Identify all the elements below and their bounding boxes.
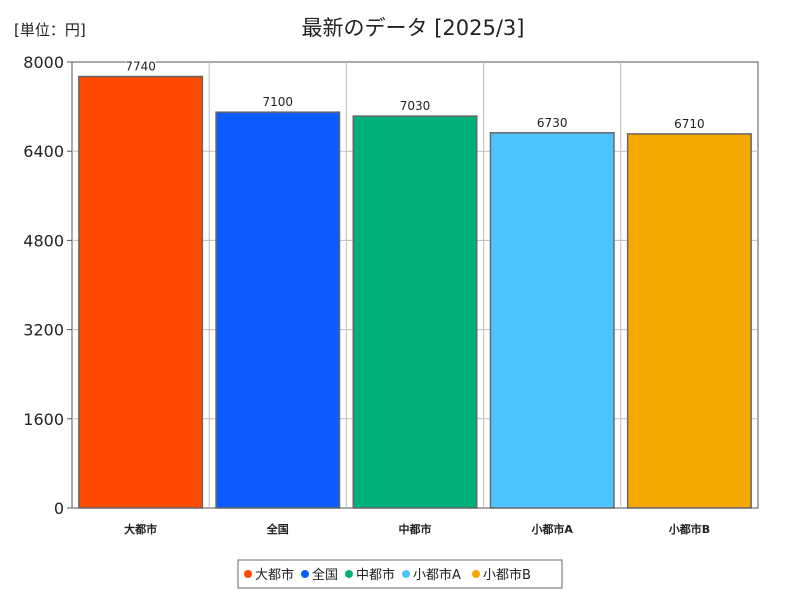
x-tick-label: 全国 <box>266 522 289 536</box>
x-tick-label: 中都市 <box>399 522 432 536</box>
legend-marker <box>345 570 353 578</box>
legend-marker <box>244 570 252 578</box>
legend-label: 小都市A <box>413 567 461 583</box>
data-label: 6710 <box>674 117 705 131</box>
legend-label: 小都市B <box>483 567 531 583</box>
y-axis: 0 1600 3200 4800 6400 8000 <box>23 53 72 518</box>
bar <box>352 115 478 509</box>
legend-entries: 大都市 全国 中都市 小都市A 小都市B <box>244 567 531 583</box>
data-label-bg <box>262 95 293 109</box>
bar <box>489 132 615 509</box>
y-tick-label: 4800 <box>23 231 64 250</box>
x-tick-label: 小都市B <box>668 522 710 536</box>
data-label: 7740 <box>125 59 156 73</box>
data-label: 7100 <box>263 95 294 109</box>
legend-label: 全国 <box>312 567 338 583</box>
bars <box>78 75 752 509</box>
data-label-bg <box>400 99 430 113</box>
data-label-bg <box>537 115 568 129</box>
legend-marker <box>472 570 480 578</box>
data-label-bg <box>125 59 156 73</box>
x-tick-label: 大都市 <box>124 522 157 536</box>
data-labels: 7740 7100 7030 6730 6710 <box>125 59 705 131</box>
y-tick-label: 8000 <box>23 53 64 72</box>
chart-title: 最新のデータ [2025/3] <box>302 16 525 40</box>
x-axis: 大都市 全国 中都市 小都市A 小都市B <box>124 522 710 536</box>
unit-label: [単位：円] <box>14 21 86 39</box>
data-label-bg <box>674 116 705 130</box>
y-tick-label: 3200 <box>23 321 64 340</box>
legend-marker <box>402 570 410 578</box>
data-label: 7030 <box>400 99 431 113</box>
legend-label: 大都市 <box>255 567 294 583</box>
legend <box>237 559 563 589</box>
legend-label: 中都市 <box>356 567 395 583</box>
x-tick-label: 小都市A <box>530 522 573 536</box>
bar <box>78 75 204 509</box>
y-tick-label: 1600 <box>23 410 64 429</box>
y-tick-label: 6400 <box>23 142 64 161</box>
legend-marker <box>301 570 309 578</box>
y-tick-label: 0 <box>54 499 64 518</box>
data-label: 6730 <box>537 116 568 130</box>
bar <box>626 133 752 509</box>
bar <box>215 111 341 509</box>
